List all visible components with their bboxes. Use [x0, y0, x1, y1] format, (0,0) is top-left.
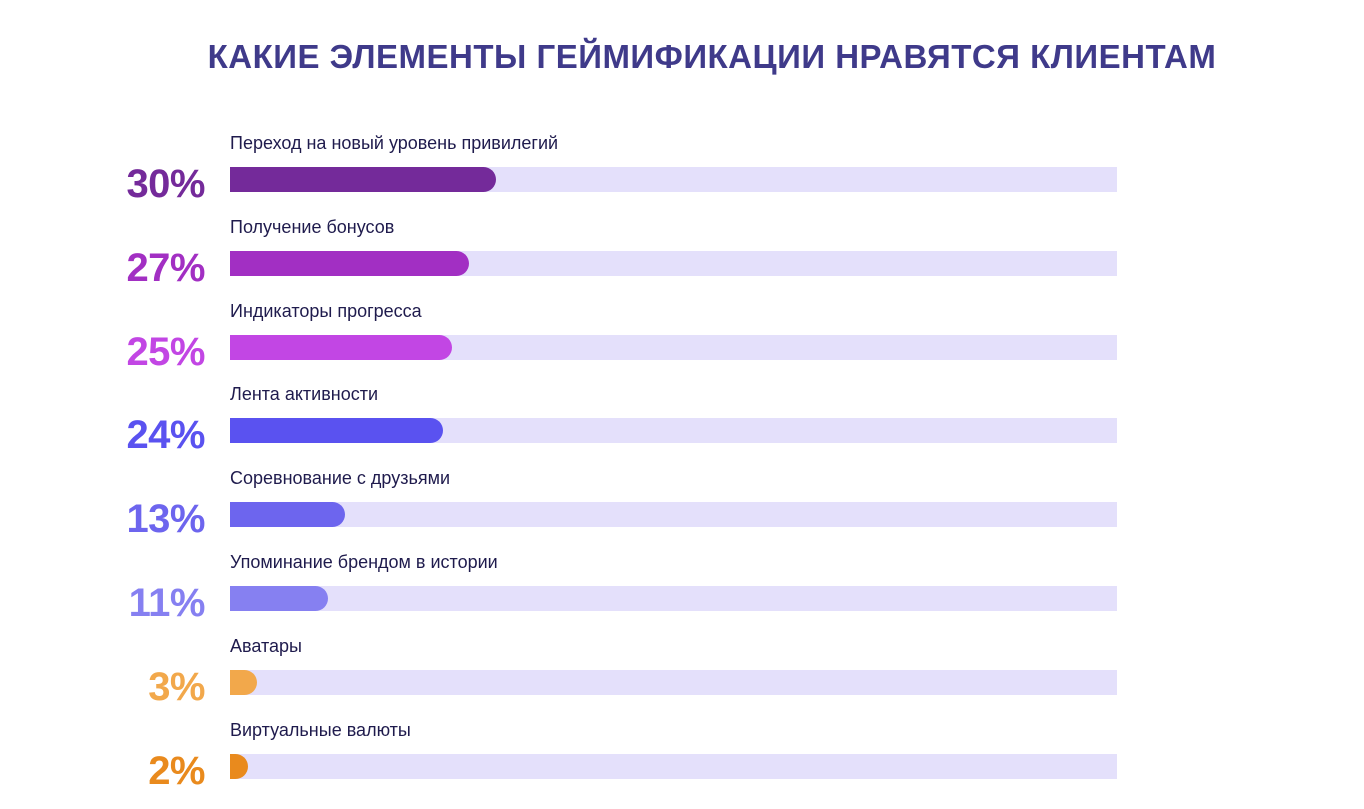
value-label: 2% [148, 748, 205, 793]
bar [230, 502, 346, 528]
bar [230, 753, 248, 779]
bar [230, 418, 443, 444]
value-label: 24% [126, 413, 205, 458]
chart-row: Соревнование с друзьями 13% [0, 469, 1364, 553]
chart-row: Виртуальные валюты 2% [0, 721, 1364, 805]
category-label: Лента активности [230, 384, 379, 405]
chart-title: КАКИЕ ЭЛЕМЕНТЫ ГЕЙМИФИКАЦИИ НРАВЯТСЯ КЛИ… [207, 38, 1217, 75]
value-label: 25% [126, 329, 205, 374]
value-label: 30% [126, 162, 205, 206]
value-label: 11% [128, 581, 206, 625]
bar-track [230, 669, 1117, 695]
category-label: Индикаторы прогресса [230, 300, 422, 321]
bar [230, 250, 470, 276]
category-label: Переход на новый уровень привилегий [230, 133, 559, 153]
value-label: 27% [126, 245, 205, 290]
bar [230, 334, 452, 360]
chart-row: Аватары 3% [0, 637, 1364, 721]
category-label: Соревнование с друзьями [230, 468, 451, 489]
bar [230, 167, 497, 192]
chart-row: Получение бонусов 27% [0, 218, 1364, 302]
category-label: Получение бонусов [230, 216, 395, 237]
value-label: 13% [126, 497, 205, 542]
chart-row: Индикаторы прогресса 25% [0, 302, 1364, 386]
bar-track [230, 586, 1117, 611]
chart-row: Переход на новый уровень привилегий 30% [0, 134, 1364, 218]
category-label: Виртуальные валюты [230, 719, 411, 740]
chart-row: Лента активности 24% [0, 385, 1364, 469]
category-label: Аватары [230, 635, 302, 656]
category-label: Упоминание брендом в истории [230, 552, 498, 572]
bar-track [230, 753, 1117, 779]
chart-row: Упоминание брендом в истории 11% [0, 553, 1364, 637]
value-label: 3% [148, 664, 205, 709]
bar-track [230, 502, 1117, 528]
bar [230, 669, 257, 695]
bar [230, 586, 328, 611]
